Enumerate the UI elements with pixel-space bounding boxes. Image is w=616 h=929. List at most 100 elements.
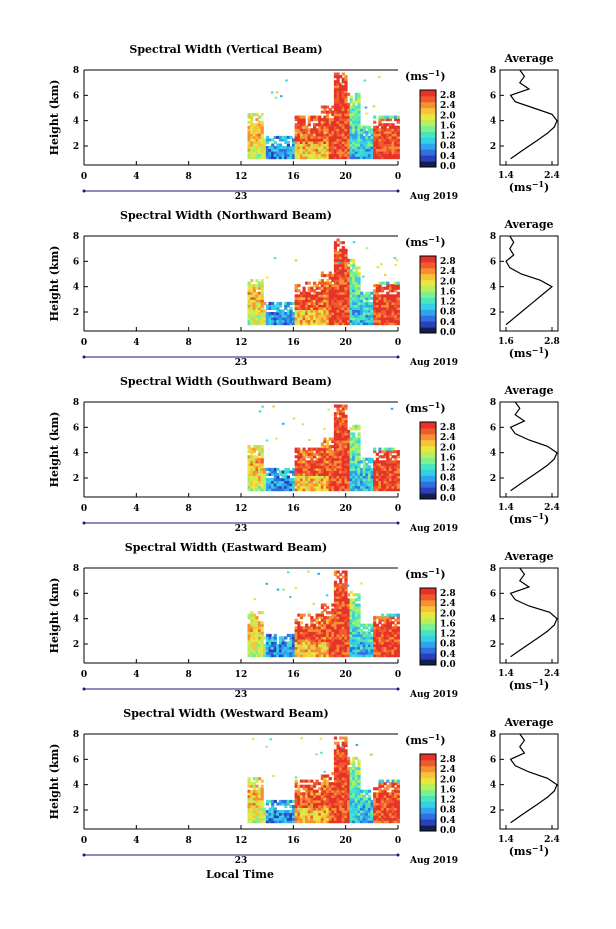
heatmap-cell	[318, 478, 322, 482]
heatmap-cell	[341, 258, 345, 262]
heatmap-cell	[305, 450, 309, 454]
heatmap-cell	[273, 475, 277, 479]
heatmap-cell	[320, 787, 324, 791]
heatmap-cell	[294, 135, 298, 139]
heatmap-cell	[326, 621, 330, 625]
heatmap-cell	[333, 110, 338, 114]
heatmap-cell	[333, 764, 338, 768]
heatmap-cell	[260, 140, 264, 144]
heatmap-cell	[247, 306, 251, 310]
heatmap-cell	[307, 143, 311, 147]
heatmap-cell	[344, 317, 348, 321]
heatmap-cell	[278, 636, 283, 640]
heatmap-cell	[354, 140, 358, 144]
heatmap-cell	[263, 478, 267, 482]
heatmap-cell	[354, 309, 358, 313]
colorbar-tick-label: 1.2	[440, 464, 456, 474]
heatmap-cell	[333, 309, 338, 313]
heatmap-cell	[310, 475, 314, 479]
heatmap-cell	[331, 603, 335, 607]
heatmap-cell	[378, 140, 382, 144]
heatmap-cell	[349, 291, 353, 295]
heatmap-cell	[352, 281, 356, 285]
heatmap-cell	[331, 110, 335, 114]
heatmap-cell	[381, 148, 385, 152]
heatmap-cell	[315, 148, 319, 152]
heatmap-cell	[252, 467, 256, 471]
heatmap-cell	[258, 797, 262, 801]
heatmap-cell	[328, 618, 332, 622]
avg-y-tick-label: 4	[490, 449, 496, 459]
heatmap-cell	[381, 128, 385, 132]
heatmap-cell	[310, 488, 314, 492]
heatmap-cell	[331, 649, 335, 653]
heatmap-cell	[339, 470, 343, 474]
heatmap-cell	[297, 309, 301, 313]
heatmap-cell	[333, 636, 338, 640]
heatmap-cell	[326, 483, 330, 487]
heatmap-cell	[365, 646, 369, 650]
heatmap-cell	[381, 480, 385, 484]
heatmap-cell	[339, 284, 343, 288]
x-tick-label: 12	[235, 338, 248, 348]
heatmap-cell	[365, 309, 369, 313]
heatmap-cell	[396, 807, 400, 811]
heatmap-cell	[378, 810, 382, 814]
heatmap-cell	[297, 802, 301, 806]
heatmap-cell	[313, 475, 317, 479]
heatmap-cell	[286, 146, 290, 150]
heatmap-cell	[339, 810, 343, 814]
heatmap-cell	[252, 309, 256, 313]
heatmap-cell	[260, 457, 264, 461]
heatmap-cell	[378, 450, 382, 454]
heatmap-cell	[336, 455, 340, 459]
heatmap-cell	[344, 583, 348, 587]
heatmap-cell	[336, 606, 340, 610]
heatmap-cell	[258, 649, 262, 653]
heatmap-cell	[386, 148, 390, 152]
heatmap-cell	[333, 113, 338, 117]
heatmap-cell	[313, 467, 317, 471]
heatmap-cell	[344, 263, 348, 267]
heatmap-cell	[391, 621, 395, 625]
heatmap-cell	[326, 130, 330, 134]
heatmap-cell	[365, 485, 369, 489]
heatmap-cell	[336, 467, 340, 471]
heatmap-cell	[388, 450, 392, 454]
heatmap-cell	[333, 472, 338, 476]
heatmap-cell	[391, 462, 395, 466]
heatmap-cell	[341, 761, 345, 765]
heatmap-cell	[307, 467, 311, 471]
heatmap-cell	[315, 143, 319, 147]
heatmap-cell	[310, 322, 314, 326]
heatmap-cell	[386, 281, 390, 285]
heatmap-cell	[299, 317, 304, 321]
heatmap-cell	[315, 118, 319, 122]
heatmap-cell	[373, 472, 377, 476]
heatmap-cell	[281, 312, 285, 316]
heatmap-cell	[396, 455, 400, 459]
heatmap-cell	[333, 736, 338, 740]
heatmap-cell	[258, 460, 262, 464]
heatmap-cell	[347, 618, 351, 622]
heatmap-cell	[310, 140, 314, 144]
heatmap-cell	[294, 138, 298, 142]
heatmap-cell	[326, 279, 330, 283]
heatmap-cell	[352, 263, 356, 267]
heatmap-cell	[260, 467, 264, 471]
heatmap-cell	[310, 649, 314, 653]
heatmap-cell	[297, 319, 301, 323]
heatmap-cell	[252, 457, 256, 461]
heatmap-cell	[318, 475, 322, 479]
heatmap-cell	[305, 128, 309, 132]
heatmap-cell	[357, 792, 361, 796]
colorbar-tick-label: 0.0	[440, 328, 456, 338]
heatmap-cell	[307, 133, 311, 137]
heatmap-cell	[333, 460, 338, 464]
heatmap-cell	[357, 810, 361, 814]
heatmap-cell	[344, 810, 348, 814]
heatmap-cell	[333, 95, 338, 99]
heatmap-cell	[318, 314, 322, 318]
heatmap-cell	[339, 115, 343, 119]
heatmap-cell	[344, 772, 348, 776]
